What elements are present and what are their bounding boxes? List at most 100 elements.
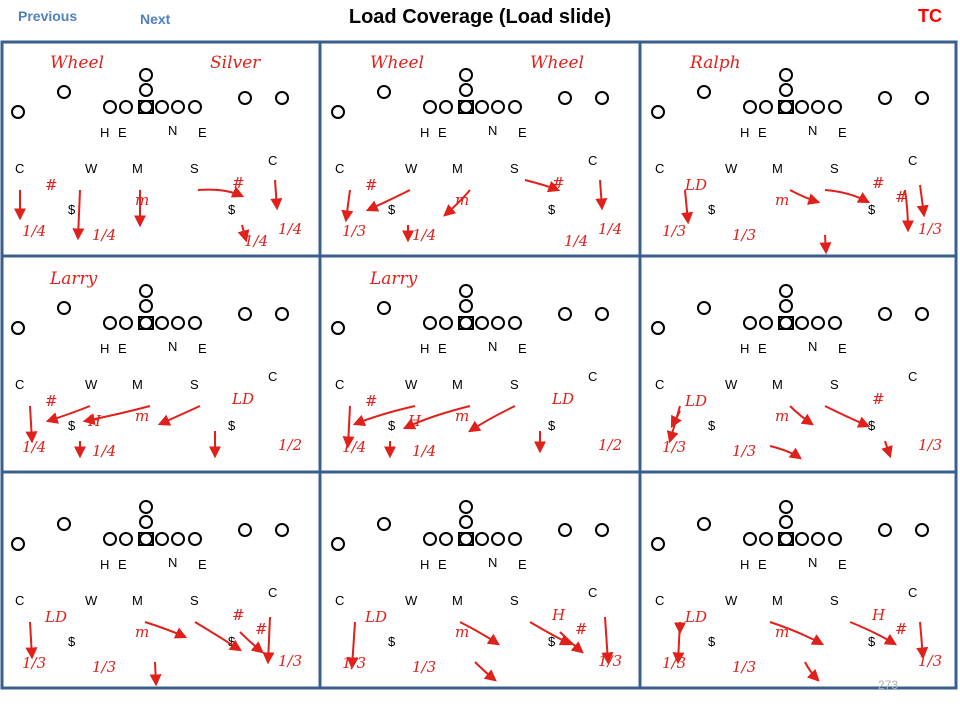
lineman-marker xyxy=(759,316,773,330)
defender-c-label: C xyxy=(655,377,664,392)
lineman-marker xyxy=(508,100,522,114)
lineman-marker xyxy=(491,532,505,546)
defender-w-label: W xyxy=(725,377,738,392)
lineman-marker xyxy=(811,100,825,114)
zone-note: 1/3 xyxy=(598,652,622,670)
assignment-note: H xyxy=(551,606,566,624)
zone-note: 1/3 xyxy=(342,654,366,672)
zone-note: 1/3 xyxy=(662,438,686,456)
player-marker xyxy=(651,537,665,551)
player-marker xyxy=(651,105,665,119)
assignment-note: # xyxy=(232,606,245,624)
defender-w-label: W xyxy=(725,161,738,176)
player-marker xyxy=(697,85,711,99)
defender-dollar-label: $ xyxy=(868,418,876,433)
lineman-marker xyxy=(423,316,437,330)
assignment-note: H xyxy=(87,412,102,430)
coverage-arrow xyxy=(524,179,561,193)
lineman-marker xyxy=(508,316,522,330)
player-marker xyxy=(595,523,609,537)
coverage-arrow xyxy=(149,661,162,687)
panel-middle-right: H E N EC W M SC$ $LDm#1/3 1/3 1/3 xyxy=(651,284,942,460)
coverage-arrow xyxy=(789,189,821,205)
next-link[interactable]: Next xyxy=(140,11,171,27)
defender-w-label: W xyxy=(85,593,98,608)
defender-dollar-label: $ xyxy=(868,202,876,217)
player-marker xyxy=(878,307,892,321)
lineman-marker xyxy=(119,100,133,114)
defender-e-label: E xyxy=(118,341,127,356)
coverage-arrows xyxy=(25,616,275,687)
assignment-note: m xyxy=(455,191,469,209)
lineman-marker xyxy=(743,316,757,330)
coverage-arrow xyxy=(262,616,275,665)
defender-m-label: M xyxy=(772,161,783,176)
defender-dollar-label: $ xyxy=(708,202,716,217)
defender-e-label: E xyxy=(758,125,767,140)
defender-n-label: N xyxy=(168,555,177,570)
lineman-marker xyxy=(423,100,437,114)
lineman-marker xyxy=(475,532,489,546)
coverage-arrow xyxy=(849,621,898,646)
zone-note: 1/3 xyxy=(662,222,686,240)
defender-m-label: M xyxy=(132,593,143,608)
previous-link[interactable]: Previous xyxy=(18,8,78,24)
lineman-marker xyxy=(459,100,473,114)
defender-dollar-label: $ xyxy=(228,202,236,217)
player-marker xyxy=(275,307,289,321)
defender-dollar-label: $ xyxy=(548,202,556,217)
skill-players xyxy=(11,68,289,119)
coverage-arrow xyxy=(194,621,243,652)
defender-c-label: C xyxy=(268,369,277,384)
player-marker xyxy=(779,68,793,82)
player-marker xyxy=(377,85,391,99)
player-marker xyxy=(139,515,153,529)
player-marker xyxy=(558,307,572,321)
coverage-arrow xyxy=(342,405,355,449)
defender-h-label: H xyxy=(420,557,429,572)
coverage-arrow xyxy=(25,621,38,660)
player-marker xyxy=(779,500,793,514)
zone-note: 1/4 xyxy=(92,226,116,244)
lineman-marker xyxy=(188,532,202,546)
assignment-note: # xyxy=(895,620,908,638)
zone-note: 1/3 xyxy=(278,652,302,670)
lineman-marker xyxy=(475,316,489,330)
player-marker xyxy=(238,307,252,321)
coverage-arrow xyxy=(901,189,914,233)
assignment-note: m xyxy=(135,623,149,641)
coverage-arrows xyxy=(672,621,929,682)
coverage-arrow xyxy=(467,405,516,433)
defender-h-label: H xyxy=(740,341,749,356)
coverage-arrow xyxy=(346,621,359,670)
coverage-arrow xyxy=(601,616,614,665)
coverage-arrow xyxy=(916,184,929,218)
assignment-note: m xyxy=(775,623,789,641)
assignment-note: # xyxy=(365,176,378,194)
assignment-note: H xyxy=(871,606,886,624)
lineman-marker xyxy=(795,316,809,330)
player-marker xyxy=(878,91,892,105)
lineman-marker xyxy=(139,100,153,114)
zone-note: 1/3 xyxy=(342,222,366,240)
zone-note: 1/2 xyxy=(598,436,622,454)
coverage-arrow xyxy=(144,621,188,639)
defender-m-label: M xyxy=(772,593,783,608)
coverage-arrow xyxy=(916,621,929,660)
defender-h-label: H xyxy=(100,557,109,572)
defender-dollar-label: $ xyxy=(68,634,76,649)
defender-n-label: N xyxy=(808,555,817,570)
assignment-note: # xyxy=(552,174,565,192)
defender-s-label: S xyxy=(510,377,519,392)
assignment-note: m xyxy=(455,407,469,425)
defender-c-label: C xyxy=(588,153,597,168)
defender-h-label: H xyxy=(420,125,429,140)
defender-c-label: C xyxy=(15,377,24,392)
assignment-note: m xyxy=(135,407,149,425)
assignment-note: # xyxy=(872,390,885,408)
defender-dollar-label: $ xyxy=(548,634,556,649)
player-marker xyxy=(139,68,153,82)
lineman-marker xyxy=(811,316,825,330)
coverage-arrow xyxy=(804,661,820,682)
zone-note: 1/4 xyxy=(342,438,366,456)
